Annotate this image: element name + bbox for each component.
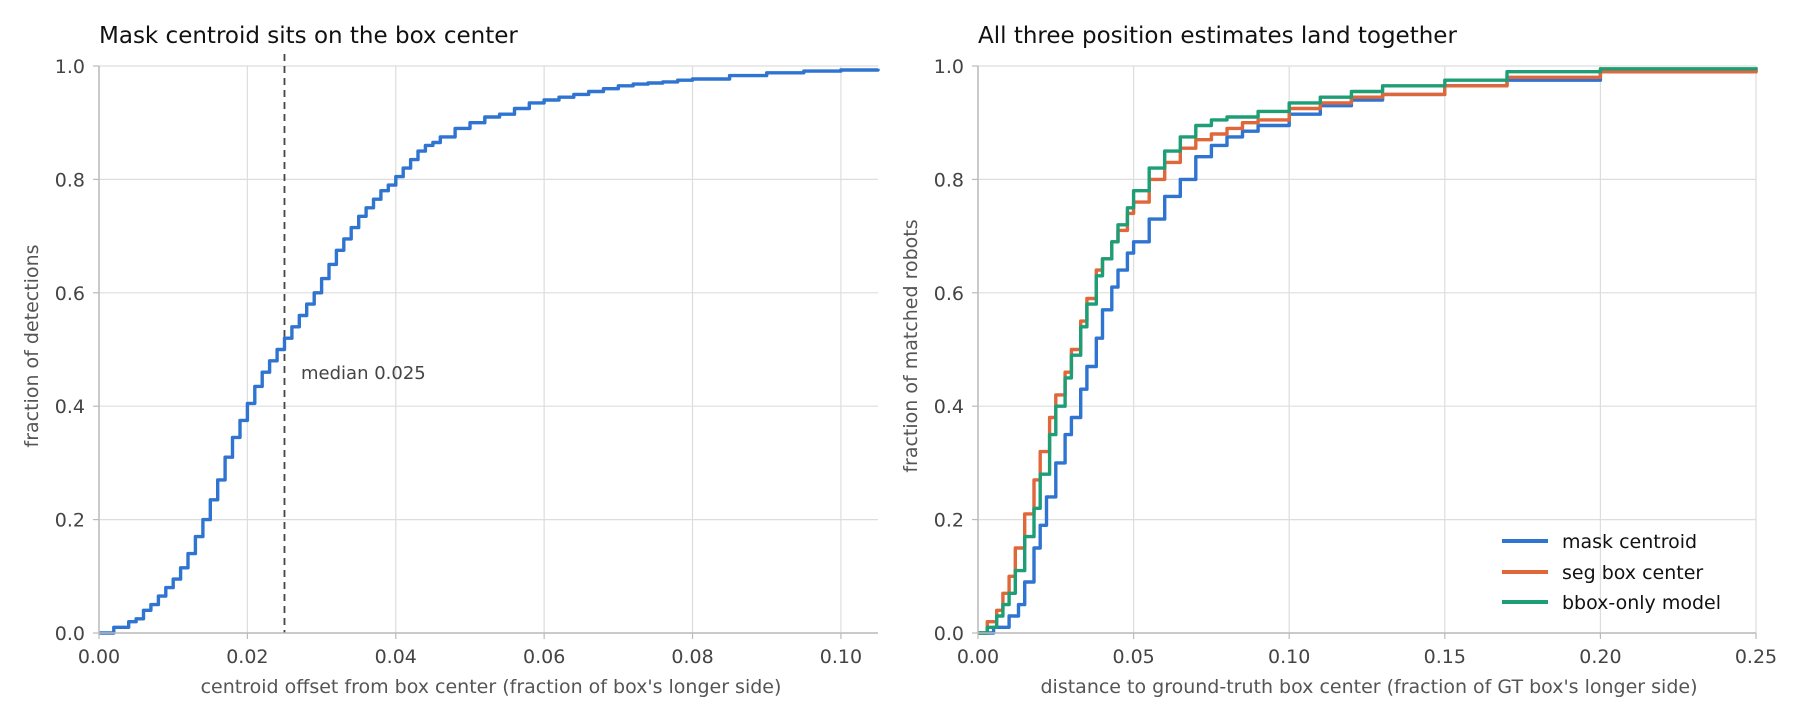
left-y-axis-label: fraction of detections	[21, 244, 43, 447]
right-axes: 0.00 0.05 0.10 0.15 0.20 0.25 0.0 0.2 0.4 0.6 0.8 1…	[934, 56, 1777, 668]
left-x-tick-label: 0.04	[375, 646, 417, 668]
right-series-line-bbox-only-model	[978, 67, 1758, 635]
right-x-tick-label: 0.00	[957, 646, 999, 668]
left-y-tick-label: 0.6	[55, 283, 85, 305]
left-chart-panel: Mask centroid sits on the box center cen…	[21, 23, 880, 698]
left-x-tick-label: 0.08	[671, 646, 713, 668]
right-x-axis-label: distance to ground-truth box center (fra…	[1040, 676, 1697, 698]
right-y-tick-label: 1.0	[934, 56, 964, 78]
right-x-tick-label: 0.25	[1735, 646, 1777, 668]
right-x-tick-label: 0.10	[1268, 646, 1310, 668]
left-chart-title: Mask centroid sits on the box center	[99, 23, 518, 49]
right-y-tick-label: 0.8	[934, 169, 964, 191]
left-x-tick-label: 0.02	[226, 646, 268, 668]
legend-label-mask-centroid: mask centroid	[1562, 531, 1697, 553]
left-annotations: median 0.025	[301, 363, 426, 384]
left-y-tick-label: 1.0	[55, 56, 85, 78]
left-grid	[98, 54, 878, 634]
left-x-tick-label: 0.00	[78, 646, 120, 668]
right-chart-title: All three position estimates land togeth…	[978, 23, 1457, 49]
left-series-line-cdf	[99, 68, 880, 635]
right-series-line-mask-centroid	[978, 68, 1758, 635]
legend-label-seg-box-center: seg box center	[1562, 562, 1703, 584]
left-x-tick-label: 0.10	[820, 646, 862, 668]
left-series-group	[99, 68, 880, 635]
right-x-tick-label: 0.20	[1579, 646, 1621, 668]
right-y-tick-label: 0.4	[934, 396, 964, 418]
right-x-tick-label: 0.05	[1112, 646, 1154, 668]
right-series-group	[978, 67, 1758, 635]
right-y-tick-label: 0.0	[934, 623, 964, 645]
right-y-axis-label: fraction of matched robots	[900, 219, 922, 472]
left-y-tick-label: 0.4	[55, 396, 85, 418]
left-y-tick-label: 0.2	[55, 510, 85, 532]
left-y-tick-label: 0.0	[55, 623, 85, 645]
left-y-tick-label: 0.8	[55, 169, 85, 191]
right-x-tick-label: 0.15	[1424, 646, 1466, 668]
left-x-axis-label: centroid offset from box center (fractio…	[201, 676, 782, 698]
median-label: median 0.025	[301, 363, 426, 384]
right-y-tick-label: 0.6	[934, 283, 964, 305]
legend: mask centroid seg box center bbox-only m…	[1502, 531, 1721, 614]
right-chart-panel: All three position estimates land togeth…	[900, 23, 1777, 698]
right-y-tick-label: 0.2	[934, 510, 964, 532]
left-axes: 0.00 0.02 0.04 0.06 0.08 0.10 0.0 0.2 0.4 0.6 0.8 1…	[55, 56, 878, 668]
left-x-tick-label: 0.06	[523, 646, 565, 668]
legend-label-bbox-only-model: bbox-only model	[1562, 592, 1721, 614]
